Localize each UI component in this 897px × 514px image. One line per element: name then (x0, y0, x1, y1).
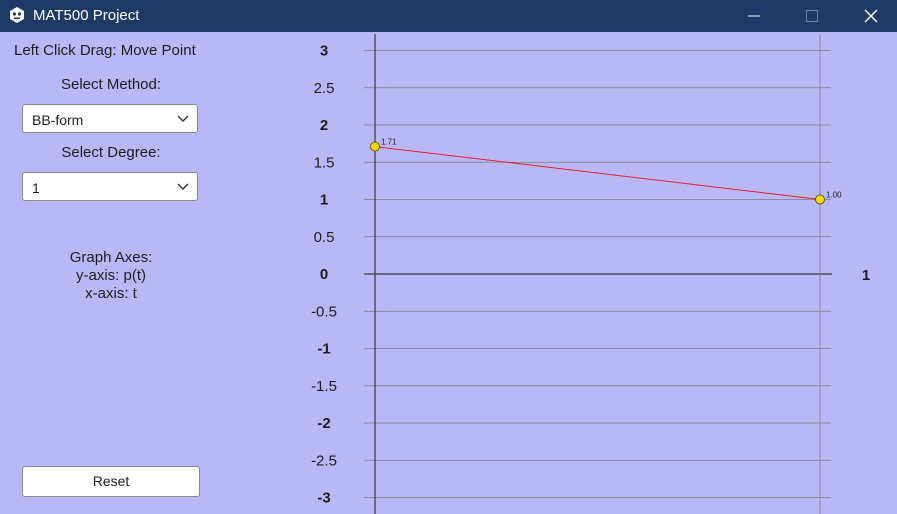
degree-dropdown-value: 1 (32, 180, 40, 196)
y-tick-label: 0.5 (314, 229, 335, 246)
y-tick-label: 3 (320, 43, 328, 60)
minimize-button[interactable] (731, 0, 777, 32)
minimize-icon (748, 15, 760, 17)
select-method-label: Select Method: (60, 76, 162, 93)
close-button[interactable] (848, 0, 894, 32)
app-icon (10, 7, 24, 23)
window-title: MAT500 Project (33, 7, 140, 24)
y-tick-label: 2 (320, 117, 328, 134)
control-point[interactable] (370, 141, 380, 152)
y-tick-label: 0 (320, 266, 328, 283)
title-bar: MAT500 Project (0, 0, 897, 32)
chevron-down-icon (177, 183, 189, 190)
y-tick-label: -3 (317, 490, 330, 507)
y-tick-label: 2.5 (314, 80, 335, 97)
graph-axes-info: Graph Axes: y-axis: p(t) x-axis: t (16, 249, 206, 303)
chevron-down-icon (177, 115, 189, 122)
maximize-button[interactable] (789, 0, 835, 32)
control-point[interactable] (815, 194, 825, 205)
graph-axes-title: Graph Axes: (69, 249, 153, 266)
method-dropdown-value: BB-form (32, 112, 84, 128)
close-icon (864, 9, 878, 23)
control-point-label: 1.00 (826, 191, 842, 200)
method-dropdown[interactable]: BB-form (22, 104, 198, 133)
select-degree-label: Select Degree: (61, 144, 161, 161)
y-tick-label: -0.5 (311, 303, 337, 320)
y-tick-label: -1 (317, 341, 330, 358)
y-tick-label: -2 (317, 415, 330, 432)
y-axis-info: y-axis: p(t) (75, 267, 146, 284)
y-tick-label: -2.5 (311, 452, 337, 469)
y-tick-label: -1.5 (311, 378, 337, 395)
y-tick-label: 1.5 (314, 154, 335, 171)
curve-line (374, 146, 821, 200)
y-tick-label: 1 (320, 192, 328, 209)
x-tick-label: 1 (862, 267, 870, 284)
maximize-icon (806, 10, 818, 22)
x-axis-info: x-axis: t (85, 285, 137, 302)
control-point-label: 1.71 (381, 138, 397, 147)
degree-dropdown[interactable]: 1 (22, 172, 198, 201)
reset-button[interactable]: Reset (22, 466, 200, 497)
instruction-text: Left Click Drag: Move Point (14, 42, 196, 59)
